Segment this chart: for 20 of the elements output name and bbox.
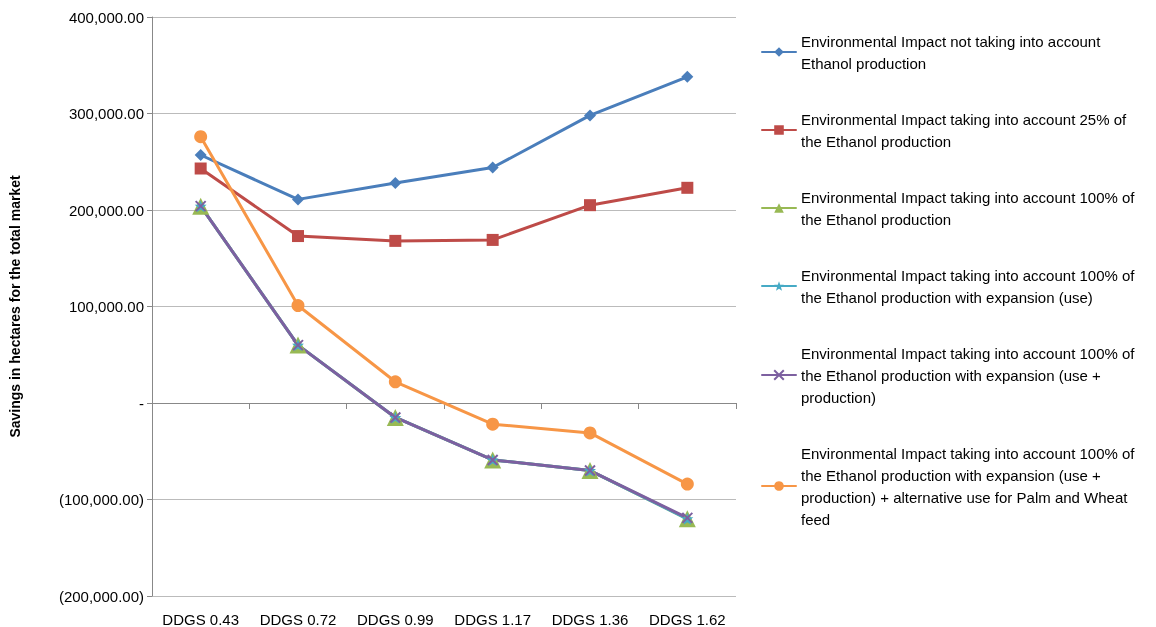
y-tick-label: 100,000.00: [68, 298, 144, 315]
x-tick-label: DDGS 0.72: [259, 611, 337, 627]
y-tick-label: (200,000.00): [58, 587, 144, 605]
y-tick-label: 400,000.00: [68, 8, 144, 26]
y-tick-label: 300,000.00: [68, 105, 144, 122]
y-axis-title: Savings in hectares for the total market: [7, 175, 23, 438]
x-tick-label: DDGS 1.62: [648, 611, 726, 627]
y-tick-label: 200,000.00: [68, 201, 144, 219]
legend-label: Environmental Impact taking into account 100% of the Ethanol production with expansion (use + production): [801, 344, 1139, 406]
y-tick-label: (100,000.00): [58, 491, 144, 508]
legend-label: Environmental Impact taking into account 100% of the Ethanol production: [801, 188, 1139, 228]
x-tick-label: DDGS 1.17: [454, 611, 532, 627]
legend-label: Environmental Impact taking into account 100% of the Ethanol production with expansion (use): [801, 266, 1139, 306]
x-tick-label: DDGS 1.36: [551, 611, 629, 627]
x-tick-label: DDGS 0.99: [356, 611, 434, 627]
y-tick-label: -: [139, 394, 144, 412]
legend-label: Environmental Impact not taking into account Ethanol production: [801, 32, 1105, 72]
x-tick-label: DDGS 0.43: [162, 611, 240, 627]
legend-label: Environmental Impact taking into account 100% of the Ethanol production with expansion (use + production) + alternative use for Palm and Wheat feed: [801, 444, 1139, 528]
legend-label: Environmental Impact taking into account 25% of the Ethanol production: [801, 110, 1131, 150]
